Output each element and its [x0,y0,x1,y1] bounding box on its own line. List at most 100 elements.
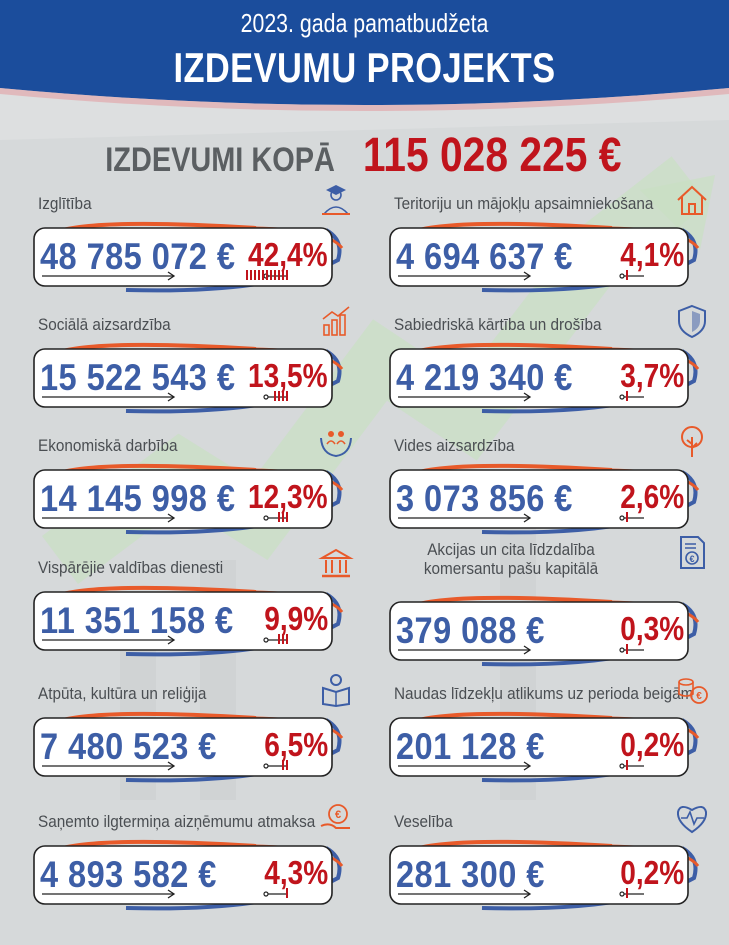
tally-bar [266,270,268,280]
tally-bar [282,512,284,522]
amount-value: 4 694 637 € [396,236,573,277]
tally-bar [282,634,284,644]
card-frame [389,342,700,414]
share-tally-bars [286,888,288,898]
percent-value: 4,3% [264,854,328,891]
share-tally-bars [626,391,628,401]
expense-label: Teritoriju un mājokļu apsaimniekošana [394,194,654,213]
expense-label: Sociālā aizsardzība [38,315,171,334]
tally-bar [282,270,284,280]
amount-card: 4 219 340 € 3,7% [389,342,700,414]
percent-value: 9,9% [264,600,328,637]
tally-bar [258,270,260,280]
card-frame [389,711,700,783]
tally-bar [626,644,628,654]
tally-bar [250,270,252,280]
tree-icon [674,424,710,460]
tally-bar [286,391,288,401]
card-frame [33,839,344,911]
tally-bar [626,760,628,770]
amount-value: 48 785 072 € [40,236,236,277]
card-frame [389,463,700,535]
percent-value: 2,6% [620,478,684,515]
amount-card: 48 785 072 € 42,4% [33,221,344,293]
percent-value: 12,3% [248,478,328,515]
tally-bar [626,512,628,522]
shield-icon [674,303,710,339]
tally-bar [254,270,256,280]
card-frame [33,711,344,783]
amount-value: 3 073 856 € [396,478,573,519]
percent-value: 4,1% [620,236,684,273]
amount-value: 15 522 543 € [40,357,236,398]
share-tally-bars [274,391,288,401]
svg-text:€: € [696,691,702,702]
amount-card: 201 128 € 0,2% [389,711,700,783]
svg-text:€: € [689,554,694,564]
graduate-icon [318,182,354,218]
card-frame [389,221,700,293]
amount-value: 4 219 340 € [396,357,573,398]
share-tally-bars [626,270,628,280]
tally-bar [278,391,280,401]
card-frame [33,221,344,293]
amount-card: 11 351 158 € 9,9% [33,585,344,657]
expense-label: Sabiedriskā kārtība un drošība [394,315,602,334]
coins-icon: € [674,672,710,708]
euro-hand-icon: € [318,800,354,836]
tally-bar [246,270,248,280]
tally-bar [626,391,628,401]
card-frame [389,839,700,911]
amount-value: 11 351 158 € [40,600,234,641]
card-frame [33,463,344,535]
card-frame [389,595,700,667]
tally-bar [282,391,284,401]
tally-bar [286,888,288,898]
amount-card: 4 893 582 € 4,3% [33,839,344,911]
amount-card: 7 480 523 € 6,5% [33,711,344,783]
amount-value: 281 300 € [396,854,545,895]
header-title: IZDEVUMU PROJEKTS [173,44,556,91]
tally-bar [262,270,264,280]
tally-bar [278,634,280,644]
euro-document-icon: € [674,534,710,570]
tally-bar [274,391,276,401]
percent-value: 42,4% [248,236,328,273]
tally-bar [286,760,288,770]
expense-label: Veselība [394,812,453,831]
percent-value: 3,7% [620,357,684,394]
amount-card: 15 522 543 € 13,5% [33,342,344,414]
reader-icon [318,672,354,708]
tally-bar [286,634,288,644]
tally-bar [286,270,288,280]
share-tally-bars [626,888,628,898]
expense-label: Izglītība [38,194,92,213]
header-shape [0,0,729,111]
government-building-icon [318,546,354,582]
expense-label: Atpūta, kultūra un reliģija [38,684,207,703]
header-subtitle: 2023. gada pamatbudžeta [240,8,489,38]
share-tally-bars [278,634,288,644]
tally-bar [286,512,288,522]
house-icon [674,182,710,218]
share-tally-bars [626,644,628,654]
amount-value: 379 088 € [396,610,545,651]
percent-value: 0,2% [620,726,684,763]
share-tally-bars [246,270,288,280]
card-frame [33,342,344,414]
tally-bar [274,270,276,280]
tally-bar [278,270,280,280]
tally-bar [270,270,272,280]
amount-card: 281 300 € 0,2% [389,839,700,911]
percent-value: 0,3% [620,610,684,647]
total-value: 115 028 225 € [362,129,622,182]
amount-card: 379 088 € 0,3% [389,595,700,667]
amount-value: 4 893 582 € [40,854,217,895]
expense-label: Vispārējie valdības dienesti [38,558,224,577]
share-tally-bars [626,512,628,522]
amount-value: 7 480 523 € [40,726,217,767]
total-label: IZDEVUMI KOPĀ [105,141,335,179]
expense-label: Akcijas un cita līdzdalība komersantu pa… [423,540,599,578]
header-banner: 2023. gada pamatbudžeta IZDEVUMU PROJEKT… [0,0,729,118]
share-tally-bars [626,760,628,770]
